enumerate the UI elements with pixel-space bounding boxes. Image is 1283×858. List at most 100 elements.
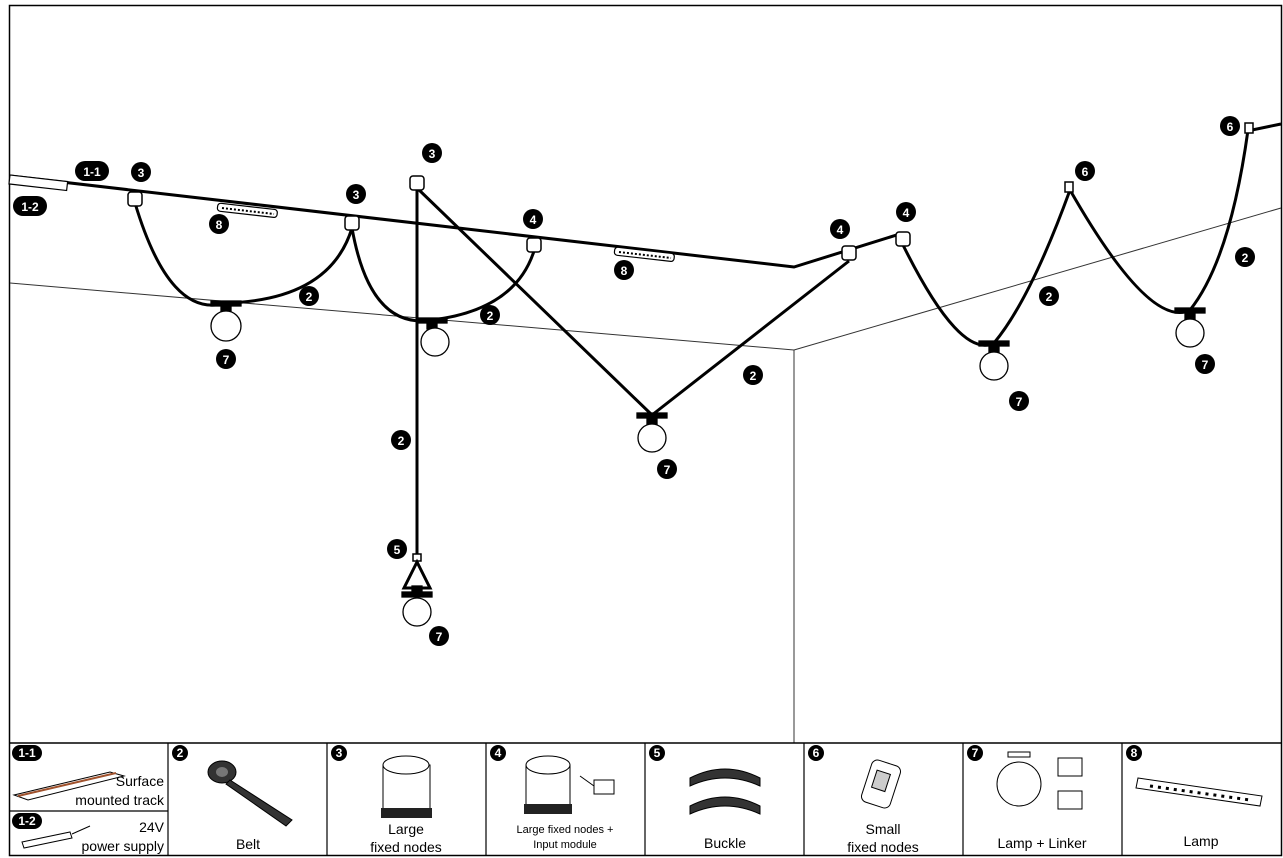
svg-text:8: 8 — [1131, 746, 1138, 760]
callout-lamp-linker: 7 — [1009, 391, 1029, 411]
callout-label: 2 — [306, 290, 313, 304]
legend-belt: 2 Belt — [172, 745, 293, 852]
legend-large-nodes: 3 Large fixed nodes — [331, 745, 442, 855]
callout-lamp-linker: 7 — [1195, 354, 1215, 374]
callout-label: 7 — [1016, 395, 1023, 409]
svg-text:24V: 24V — [139, 819, 165, 835]
svg-text:Lamp + Linker: Lamp + Linker — [997, 835, 1086, 851]
svg-text:4: 4 — [495, 746, 502, 760]
legend-track: 1-1 Surface mounted track — [12, 745, 165, 808]
svg-text:Large: Large — [388, 821, 424, 837]
svg-text:fixed nodes: fixed nodes — [847, 839, 919, 855]
bar-lamp-1 — [216, 202, 278, 219]
svg-text:1-1: 1-1 — [18, 746, 36, 760]
svg-text:Buckle: Buckle — [704, 835, 746, 851]
callout-label: 2 — [1046, 290, 1053, 304]
callout-label: 3 — [429, 147, 436, 161]
small-node — [1064, 122, 1254, 193]
bulb-1 — [210, 300, 242, 342]
callout-large-node-input: 4 — [523, 209, 543, 229]
callout-badges: 1-1 1-2 3 3 3 4 4 4 8 8 6 6 2 2 2 2 2 2 5 7 7 7 7 7 — [13, 116, 1255, 646]
callout-lamp: 8 — [209, 214, 229, 234]
lamp-linker-icon — [996, 751, 1083, 810]
callout-lamp-linker: 7 — [216, 349, 236, 369]
svg-text:5: 5 — [654, 746, 661, 760]
callout-label: 4 — [530, 213, 537, 227]
callout-label: 5 — [394, 543, 401, 557]
callout-label: 1-1 — [83, 165, 101, 179]
svg-text:fixed nodes: fixed nodes — [370, 839, 442, 855]
legend-buckle: 5 Buckle — [649, 745, 761, 851]
bulb-3 — [636, 412, 668, 453]
callout-belt: 2 — [480, 305, 500, 325]
bulb-5 — [978, 340, 1010, 381]
callout-small-node: 6 — [1220, 116, 1240, 136]
bulb-6 — [1174, 307, 1206, 348]
room-outline — [9, 207, 1282, 743]
bulb-2 — [416, 317, 450, 357]
large-node — [127, 175, 911, 261]
callout-large-node-input: 4 — [896, 202, 916, 222]
callout-label: 7 — [664, 463, 671, 477]
svg-text:Surface: Surface — [116, 773, 164, 789]
large-node-icon — [381, 755, 432, 818]
legend-small-nodes: 6 Small fixed nodes — [808, 745, 919, 855]
callout-belt: 2 — [391, 430, 411, 450]
callout-label: 3 — [353, 188, 360, 202]
legend-lamp-linker: 7 Lamp + Linker — [967, 745, 1087, 851]
bulb-4 — [401, 585, 433, 627]
callout-label: 2 — [487, 309, 494, 323]
callout-label: 4 — [837, 223, 844, 237]
callout-lamp: 8 — [614, 260, 634, 280]
callout-label: 7 — [1202, 358, 1209, 372]
callout-label: 6 — [1082, 165, 1089, 179]
svg-text:6: 6 — [813, 746, 820, 760]
callout-belt: 2 — [1235, 247, 1255, 267]
callout-power: 1-2 — [13, 196, 47, 216]
callout-belt: 2 — [299, 286, 319, 306]
callout-label: 7 — [223, 353, 230, 367]
callout-label: 4 — [903, 206, 910, 220]
svg-text:Small: Small — [865, 821, 900, 837]
svg-text:Lamp: Lamp — [1183, 833, 1218, 849]
callout-label: 6 — [1227, 120, 1234, 134]
legend-lamp: 8 Lamp — [1126, 745, 1263, 849]
legend-large-input: 4 Large fixed nodes + Input module — [490, 745, 615, 851]
callout-label: 2 — [1242, 251, 1249, 265]
bulb-lamps — [210, 300, 1206, 627]
callout-large-node: 3 — [346, 184, 366, 204]
bar-lamp-icon — [1135, 777, 1263, 807]
callout-lamp-linker: 7 — [657, 459, 677, 479]
bar-lamp-2 — [613, 246, 675, 263]
callout-label: 8 — [216, 218, 223, 232]
svg-text:7: 7 — [972, 746, 979, 760]
svg-text:mounted track: mounted track — [75, 792, 165, 808]
svg-text:2: 2 — [177, 746, 184, 760]
buckle — [401, 553, 433, 590]
callout-large-node: 3 — [422, 143, 442, 163]
callout-belt: 2 — [1039, 286, 1059, 306]
svg-text:power supply: power supply — [82, 838, 165, 854]
svg-text:Large fixed nodes +: Large fixed nodes + — [517, 824, 614, 836]
callout-label: 8 — [621, 264, 628, 278]
small-node-icon — [860, 759, 902, 809]
callout-buckle: 5 — [387, 539, 407, 559]
svg-text:1-2: 1-2 — [18, 814, 36, 828]
callout-label: 2 — [750, 369, 757, 383]
power-supply-illustration — [21, 825, 91, 849]
callout-large-node: 3 — [131, 162, 151, 182]
callout-label: 3 — [138, 166, 145, 180]
surface-track — [8, 174, 904, 269]
svg-text:3: 3 — [336, 746, 343, 760]
callout-small-node: 6 — [1075, 161, 1095, 181]
callout-large-node-input: 4 — [830, 219, 850, 239]
belts — [133, 122, 1282, 556]
track-illustration — [12, 771, 126, 801]
belt-roll-icon — [207, 760, 293, 827]
svg-text:Input module: Input module — [533, 839, 597, 851]
callout-label: 1-2 — [21, 200, 39, 214]
callout-belt: 2 — [743, 365, 763, 385]
legend: 1-1 Surface mounted track 1-2 24V power … — [10, 742, 1281, 856]
buckle-icon — [689, 768, 761, 815]
